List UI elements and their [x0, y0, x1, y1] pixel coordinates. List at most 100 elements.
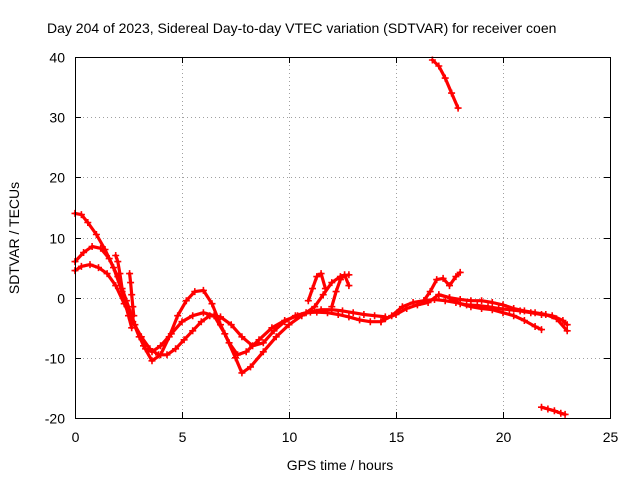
y-tick-label: 20 [49, 170, 65, 186]
data-point [291, 312, 299, 320]
data-point [349, 309, 357, 317]
data-point [398, 303, 406, 311]
data-series [71, 56, 571, 418]
data-point [217, 313, 224, 321]
data-point [339, 307, 346, 315]
data-point [467, 297, 475, 305]
data-point [259, 348, 267, 356]
data-point [531, 309, 539, 317]
data-point [77, 262, 85, 270]
data-point [413, 301, 421, 309]
data-point [189, 312, 197, 320]
data-point [128, 291, 136, 299]
data-point [328, 279, 336, 287]
data-point [242, 348, 250, 356]
y-tick-label: 30 [49, 110, 65, 126]
data-point [510, 305, 518, 312]
tick-labels: 0 5 10 15 20 25 -20 -10 0 10 20 30 40 [45, 50, 619, 446]
data-point [478, 297, 486, 305]
data-point [118, 285, 126, 293]
data-point [238, 333, 246, 341]
data-point [191, 288, 199, 296]
x-tick-label: 20 [496, 429, 512, 445]
data-point [155, 351, 162, 359]
data-point [302, 309, 310, 317]
data-point [157, 342, 165, 350]
data-point [126, 270, 134, 278]
series-tail-b [383, 293, 544, 332]
data-point [542, 311, 550, 318]
data-point [272, 333, 280, 341]
data-point [311, 303, 319, 311]
data-point [199, 309, 207, 317]
data-point [441, 74, 449, 82]
data-point [356, 316, 364, 324]
data-point [510, 312, 518, 320]
data-point [225, 339, 233, 347]
data-point [165, 333, 173, 341]
data-point [178, 318, 186, 326]
data-point [381, 315, 389, 323]
data-point [105, 255, 113, 263]
x-tick-label: 10 [282, 429, 298, 445]
data-point [313, 273, 321, 281]
data-point [249, 342, 257, 350]
data-point [255, 336, 263, 344]
data-point [227, 321, 235, 329]
data-point [80, 249, 88, 256]
data-point [148, 357, 156, 365]
data-point [553, 315, 560, 323]
data-point [377, 318, 385, 326]
data-point [208, 300, 216, 308]
data-point [197, 318, 205, 326]
data-point [95, 264, 102, 272]
data-point [392, 311, 400, 318]
data-point [557, 409, 565, 417]
grid [75, 57, 610, 418]
data-point [130, 312, 138, 320]
data-point [456, 268, 464, 276]
data-point [341, 271, 349, 279]
data-point [317, 270, 325, 278]
data-point [488, 299, 496, 306]
data-point [454, 104, 462, 112]
data-point [334, 311, 342, 318]
data-point [84, 219, 92, 226]
data-point [345, 313, 353, 321]
data-point [499, 309, 507, 317]
series-high-segment [430, 58, 460, 110]
data-point [77, 211, 85, 219]
data-point [112, 282, 120, 290]
data-point [366, 318, 374, 326]
y-axis-label: SDTVAR / TECUs [6, 182, 22, 294]
data-point [561, 410, 569, 418]
data-point [478, 305, 486, 312]
data-point [531, 323, 539, 330]
data-point [182, 297, 190, 305]
data-point [345, 282, 353, 290]
data-point [433, 276, 441, 284]
data-point [499, 301, 507, 309]
y-tick-label: -10 [45, 351, 65, 367]
data-point [371, 312, 379, 320]
data-point [563, 321, 571, 329]
data-point [319, 291, 327, 299]
data-point [129, 303, 137, 311]
data-point [259, 339, 267, 347]
data-point [281, 318, 289, 326]
data-point [180, 336, 188, 344]
data-point [199, 286, 207, 294]
y-tick-label: 40 [49, 50, 65, 66]
chart-title: Day 204 of 2023, Sidereal Day-to-day VTE… [47, 20, 556, 36]
data-point [174, 312, 182, 320]
x-axis-label: GPS time / hours [287, 457, 394, 473]
axis-ticks [75, 57, 611, 419]
data-point [446, 294, 453, 302]
data-point [128, 324, 136, 332]
data-point [563, 327, 571, 335]
data-point [309, 285, 316, 293]
data-point [435, 62, 443, 70]
data-point [544, 405, 552, 413]
x-tick-label: 25 [603, 429, 619, 445]
data-point [285, 321, 293, 329]
